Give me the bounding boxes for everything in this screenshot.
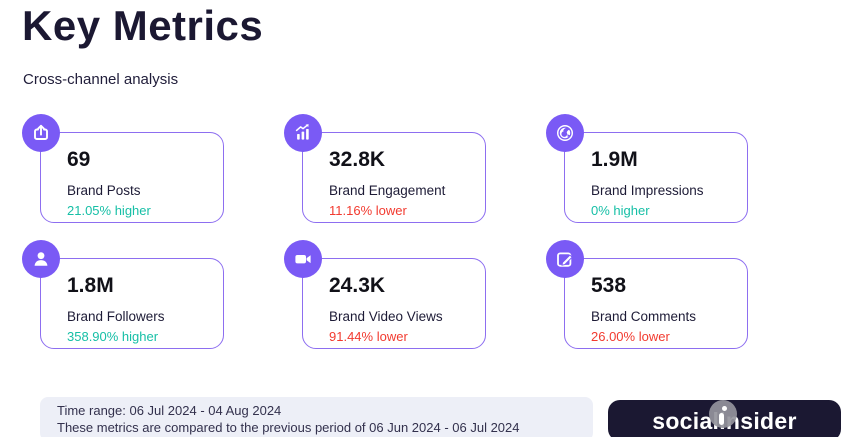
metric-value: 1.8M: [67, 274, 114, 297]
metric-change: 26.00% lower: [591, 329, 670, 344]
metric-card-brand-comments: 538 Brand Comments 26.00% lower: [546, 240, 748, 349]
metric-change: 11.16% lower: [329, 203, 407, 218]
metric-change: 21.05% higher: [67, 203, 151, 218]
brand-box: socialinsider: [608, 400, 841, 437]
metric-value: 24.3K: [329, 274, 386, 297]
metric-value: 69: [67, 148, 91, 171]
metric-value: 1.9M: [591, 148, 638, 171]
metric-label: Brand Engagement: [329, 183, 446, 198]
page-title: Key Metrics: [22, 2, 264, 49]
metric-value: 538: [591, 274, 627, 297]
page-subtitle: Cross-channel analysis: [23, 71, 179, 88]
time-range-line1: Time range: 06 Jul 2024 - 04 Aug 2024: [57, 403, 282, 418]
metric-change: 0% higher: [591, 203, 650, 218]
metric-card-brand-impressions: 1.9M Brand Impressions 0% higher: [546, 114, 748, 223]
metrics-grid: 69 Brand Posts 21.05% higher 32.8K Brand…: [22, 114, 748, 349]
logo-dot: [722, 406, 727, 411]
edit-pencil-icon: [546, 240, 584, 278]
impressions-eye-icon: [546, 114, 584, 152]
metric-label: Brand Video Views: [329, 309, 443, 324]
metric-label: Brand Comments: [591, 309, 697, 324]
metric-card-brand-followers: 1.8M Brand Followers 358.90% higher: [22, 240, 224, 349]
metric-change: 91.44% lower: [329, 329, 408, 344]
metric-label: Brand Impressions: [591, 183, 704, 198]
metric-label: Brand Posts: [67, 183, 141, 198]
time-range-bar: Time range: 06 Jul 2024 - 04 Aug 2024 Th…: [40, 397, 593, 437]
video-camera-icon: [284, 240, 322, 278]
metric-value: 32.8K: [329, 148, 386, 171]
bar-chart-icon: [284, 114, 322, 152]
metric-card-brand-engagement: 32.8K Brand Engagement 11.16% lower: [284, 114, 486, 223]
metric-change: 358.90% higher: [67, 329, 159, 344]
time-range-line2: These metrics are compared to the previo…: [57, 420, 520, 435]
metric-card-brand-posts: 69 Brand Posts 21.05% higher: [22, 114, 224, 223]
metric-label: Brand Followers: [67, 309, 165, 324]
logo-stem: [719, 413, 724, 425]
user-icon: [22, 240, 60, 278]
socialinsider-logo-icon: [709, 400, 737, 428]
metric-card-brand-video-views: 24.3K Brand Video Views 91.44% lower: [284, 240, 486, 349]
share-post-icon: [22, 114, 60, 152]
